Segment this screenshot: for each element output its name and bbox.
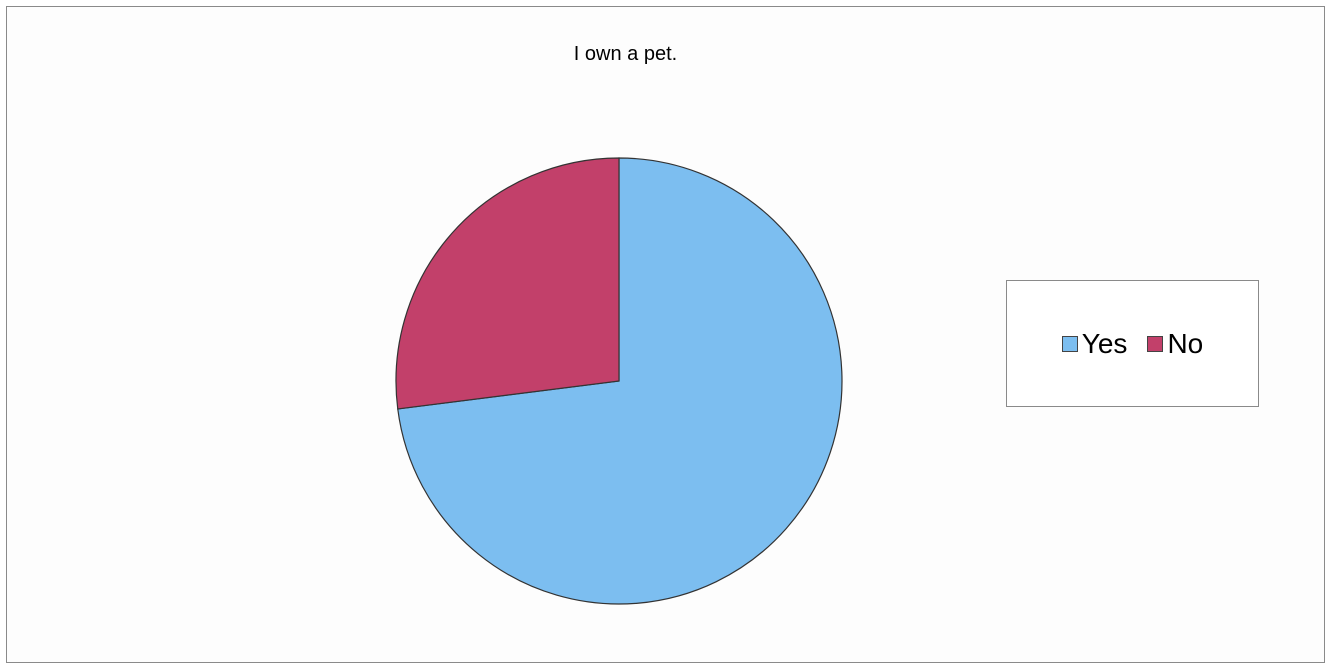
pie-slice-yes (397, 157, 843, 605)
legend-label-yes: Yes (1081, 327, 1128, 359)
legend-label-no: No (1167, 327, 1204, 359)
legend-item-yes: Yes (1061, 327, 1128, 360)
pie-slice-no (395, 157, 620, 410)
legend-swatch-no (1147, 335, 1164, 352)
legend: Yes No (1006, 280, 1259, 407)
legend-item-no: No (1147, 328, 1203, 360)
pie-chart (395, 157, 843, 605)
chart-title: I own a pet. (573, 43, 678, 65)
pie-slices (395, 157, 843, 605)
chart-area: I own a pet. Yes No (6, 6, 1325, 663)
legend-swatch-yes (1061, 335, 1078, 352)
